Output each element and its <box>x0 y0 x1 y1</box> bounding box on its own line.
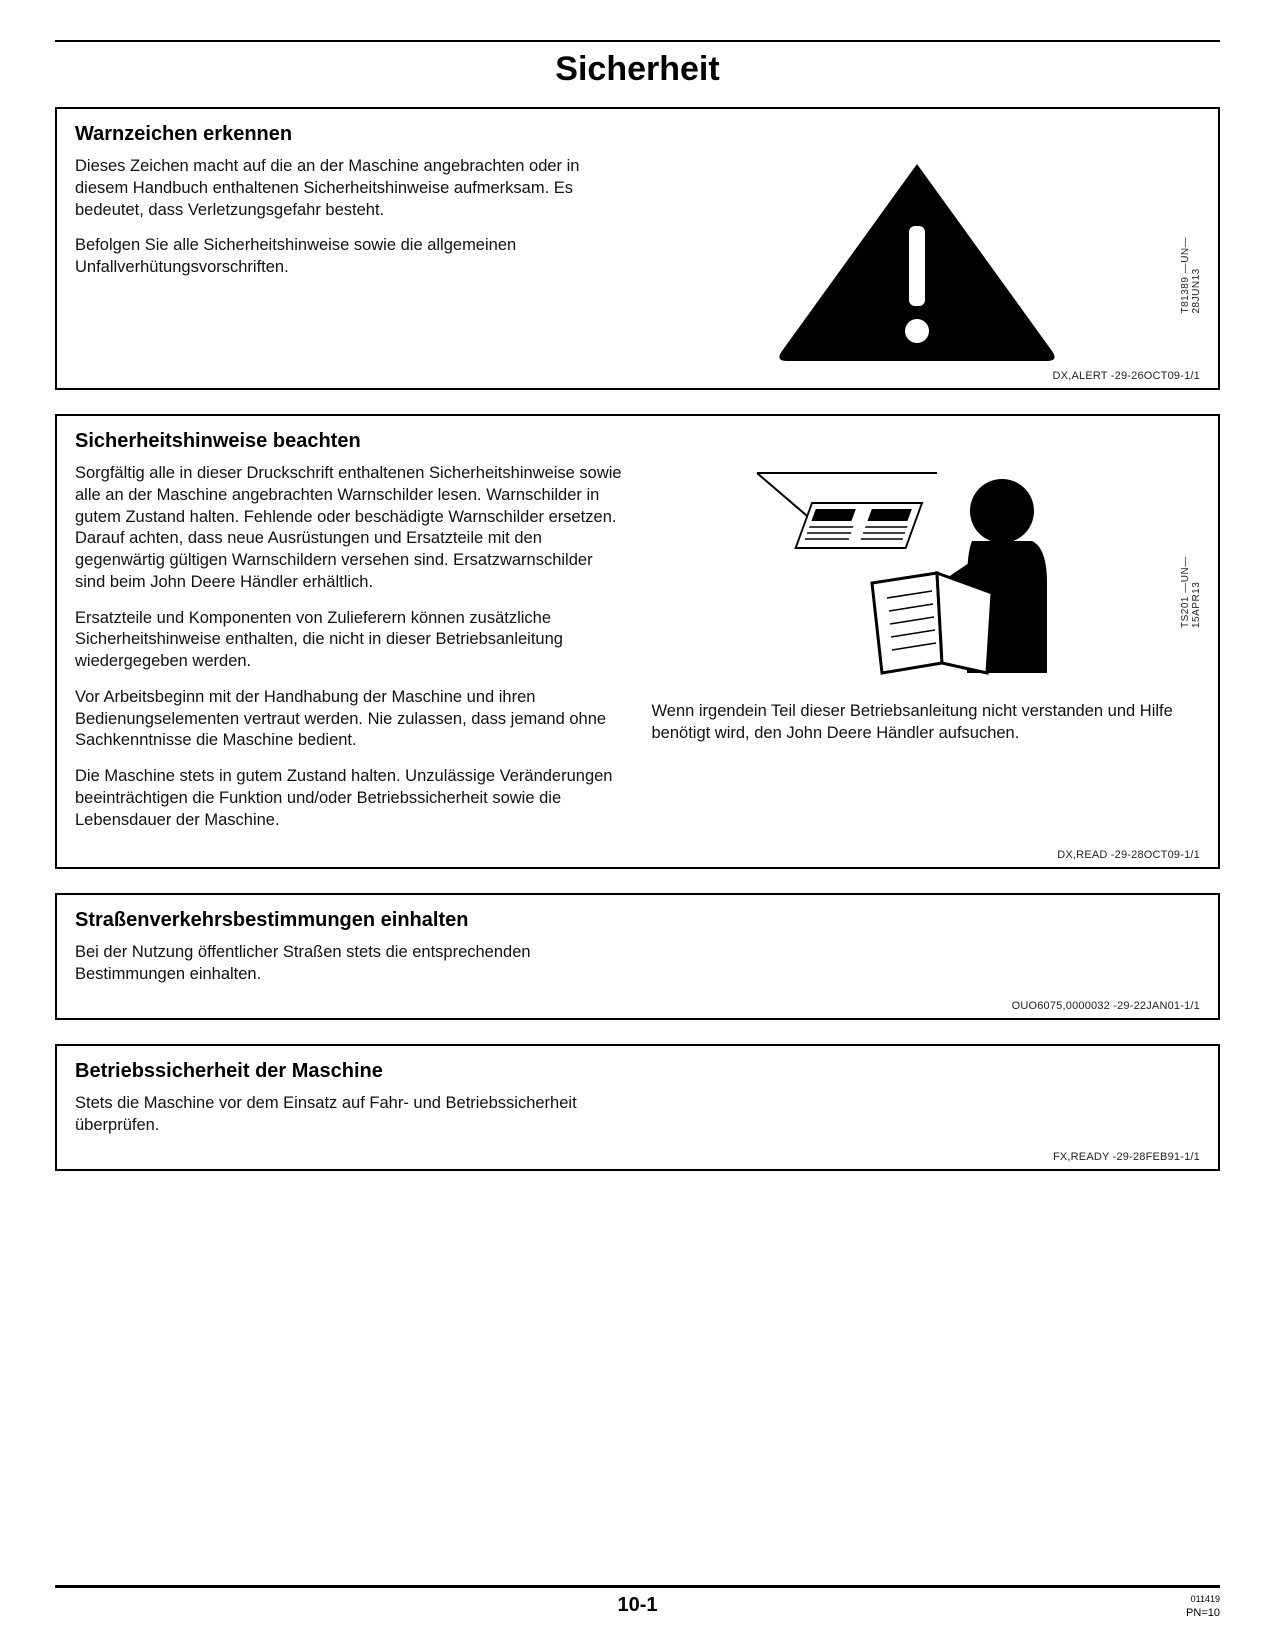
paragraph: Wenn irgendein Teil dieser Betriebsanlei… <box>652 701 1201 745</box>
two-col: Dieses Zeichen macht auf die an der Masc… <box>75 156 1200 366</box>
paragraph: Ersatzteile und Komponenten von Zuliefer… <box>75 608 624 673</box>
section-title: Betriebssicherheit der Maschine <box>75 1060 1200 1083</box>
col-left: Dieses Zeichen macht auf die an der Masc… <box>75 156 624 366</box>
footer-row: 10-1 011419 PN=10 <box>55 1594 1220 1620</box>
section-strassenverkehr: Straßenverkehrsbestimmungen einhalten Be… <box>55 893 1220 1020</box>
ref-code: DX,READ -29-28OCT09-1/1 <box>75 849 1200 861</box>
reading-manual-icon <box>737 463 1097 683</box>
document-page: Sicherheit Warnzeichen erkennen Dieses Z… <box>0 0 1275 1650</box>
warning-triangle-icon <box>767 156 1067 366</box>
image-code: TS201 —UN—15APR13 <box>1180 518 1202 628</box>
paragraph: Dieses Zeichen macht auf die an der Masc… <box>75 156 624 221</box>
col-left: Sorgfältig alle in dieser Druckschrift e… <box>75 463 624 845</box>
paragraph: Stets die Maschine vor dem Einsatz auf F… <box>75 1093 638 1137</box>
paragraph: Bei der Nutzung öffentlicher Straßen ste… <box>75 942 638 986</box>
paragraph: Die Maschine stets in gutem Zustand halt… <box>75 766 624 831</box>
page-title: Sicherheit <box>55 50 1220 89</box>
col-right: TS201 —UN—15APR13 Wenn irgendein Teil di… <box>652 463 1201 845</box>
col-right: T81389 —UN—28JUN13 <box>652 156 1201 366</box>
paragraph: Sorgfältig alle in dieser Druckschrift e… <box>75 463 624 594</box>
section-title: Straßenverkehrsbestimmungen einhalten <box>75 909 1200 932</box>
section-title: Warnzeichen erkennen <box>75 123 1200 146</box>
section-title: Sicherheitshinweise beachten <box>75 430 1200 453</box>
page-number: 10-1 <box>135 1594 1140 1617</box>
section-sicherheitshinweise: Sicherheitshinweise beachten Sorgfältig … <box>55 414 1220 869</box>
footer-pn: PN=10 <box>1140 1606 1220 1620</box>
paragraph: Vor Arbeitsbeginn mit der Handhabung der… <box>75 687 624 752</box>
illustration-wrap: TS201 —UN—15APR13 <box>652 463 1201 683</box>
ref-code: FX,READY -29-28FEB91-1/1 <box>75 1151 1200 1163</box>
section-betriebssicherheit: Betriebssicherheit der Maschine Stets di… <box>55 1044 1220 1171</box>
paragraph: Befolgen Sie alle Sicherheitshinweise so… <box>75 235 624 279</box>
ref-code: OUO6075,0000032 -29-22JAN01-1/1 <box>75 1000 1200 1012</box>
footer-rule <box>55 1585 1220 1588</box>
footer-right: 011419 PN=10 <box>1140 1594 1220 1620</box>
page-footer: 10-1 011419 PN=10 <box>55 1585 1220 1620</box>
footer-code: 011419 <box>1140 1594 1220 1606</box>
ref-code: DX,ALERT -29-26OCT09-1/1 <box>75 370 1200 382</box>
top-rule <box>55 40 1220 42</box>
image-code: T81389 —UN—28JUN13 <box>1180 209 1202 314</box>
illustration-wrap: T81389 —UN—28JUN13 <box>652 156 1201 366</box>
two-col: Sorgfältig alle in dieser Druckschrift e… <box>75 463 1200 845</box>
section-warnzeichen: Warnzeichen erkennen Dieses Zeichen mach… <box>55 107 1220 390</box>
